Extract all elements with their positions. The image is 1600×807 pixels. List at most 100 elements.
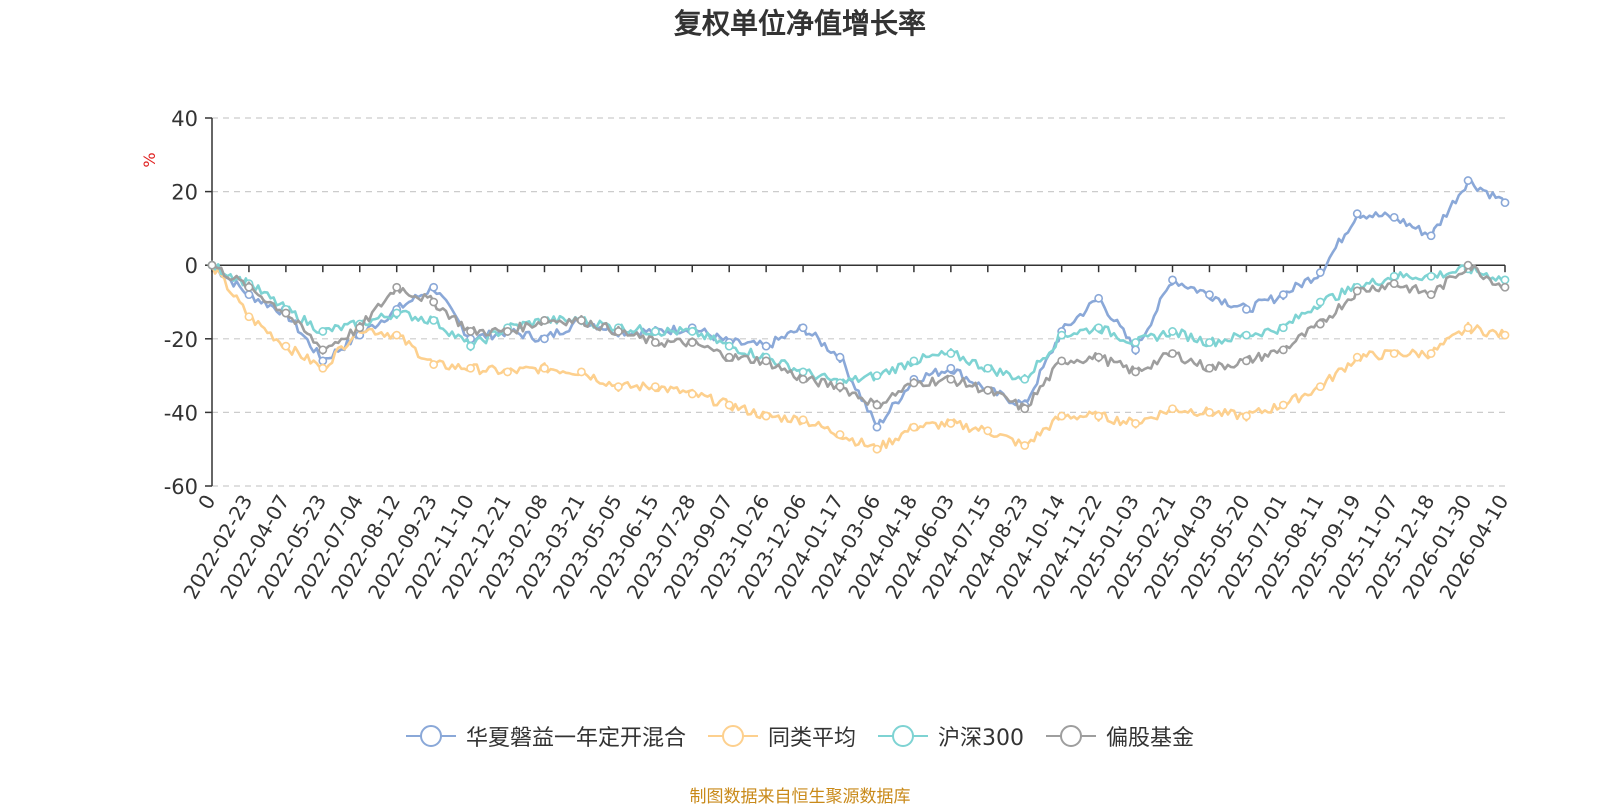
data-point — [1094, 293, 1104, 303]
data-point — [1131, 345, 1140, 355]
data-point — [392, 282, 402, 292]
series-1 — [207, 260, 1510, 454]
data-point — [1242, 330, 1251, 340]
data-point — [1389, 349, 1399, 358]
data-point — [1352, 209, 1362, 219]
data-point — [650, 338, 660, 347]
data-point — [1205, 338, 1214, 347]
chart-title: 复权单位净值增长率 — [673, 7, 926, 40]
data-point — [724, 352, 734, 362]
data-point — [798, 323, 808, 333]
data-point — [1205, 407, 1214, 417]
legend-marker-icon — [405, 725, 456, 747]
y-tick-label: -20 — [164, 328, 198, 352]
data-point — [1426, 290, 1436, 300]
data-point — [540, 315, 549, 325]
data-point — [1020, 374, 1030, 384]
y-tick-label: 20 — [171, 181, 198, 205]
legend-marker-icon — [707, 725, 758, 747]
legend-label: 沪深300 — [938, 726, 1024, 751]
data-point — [761, 356, 771, 366]
data-point — [1278, 400, 1288, 410]
data-point — [1057, 356, 1067, 366]
series-2 — [207, 260, 1510, 389]
data-point — [724, 341, 734, 351]
data-point — [466, 327, 475, 336]
data-point — [1168, 327, 1177, 336]
data-point — [355, 323, 365, 333]
data-point — [1278, 323, 1288, 333]
data-point — [872, 444, 882, 454]
data-point — [1242, 411, 1251, 421]
data-point — [1278, 290, 1288, 300]
legend-label: 华夏磐益一年定开混合 — [465, 726, 686, 751]
y-tick-label: -60 — [164, 475, 198, 499]
legend-item[interactable]: 偏股基金 — [1046, 720, 1194, 752]
data-point — [244, 290, 254, 300]
data-point — [540, 334, 549, 344]
series-lines — [207, 176, 1510, 454]
legend-marker-icon — [1046, 725, 1096, 747]
data-point — [1500, 198, 1510, 208]
data-point — [1463, 176, 1473, 185]
data-point — [983, 426, 993, 436]
data-point — [1205, 290, 1214, 300]
data-point — [946, 349, 956, 358]
data-point — [392, 330, 402, 340]
legend-item[interactable]: 华夏磐益一年定开混合 — [405, 720, 686, 752]
y-tick-label: 0 — [185, 254, 198, 278]
data-point — [1463, 260, 1473, 270]
data-point — [983, 385, 993, 395]
series-3 — [207, 260, 1510, 414]
data-point — [1315, 382, 1325, 392]
data-point — [429, 297, 439, 307]
data-point — [687, 327, 697, 336]
data-point — [650, 382, 660, 392]
data-point — [207, 260, 217, 270]
legend-item[interactable]: 沪深300 — [878, 720, 1024, 752]
data-point — [946, 419, 956, 428]
data-point — [909, 356, 919, 366]
data-point — [1168, 404, 1177, 414]
data-point — [318, 356, 328, 366]
data-point — [798, 374, 808, 384]
data-point — [983, 363, 993, 373]
data-point — [1278, 345, 1288, 355]
data-point — [1389, 212, 1399, 222]
y-tick-label: -40 — [164, 401, 198, 425]
data-point — [687, 389, 697, 399]
legend-label: 偏股基金 — [1106, 726, 1195, 751]
data-point — [429, 282, 439, 292]
data-point — [1131, 367, 1140, 377]
data-point — [1389, 279, 1399, 288]
data-point — [503, 327, 512, 336]
data-point — [761, 341, 771, 351]
data-point — [392, 308, 402, 318]
data-point — [503, 367, 512, 377]
data-point — [1315, 297, 1325, 307]
data-point — [1389, 271, 1399, 281]
data-point — [1242, 304, 1251, 314]
data-point — [1500, 330, 1510, 340]
data-point — [1020, 441, 1030, 450]
legend-item[interactable]: 同类平均 — [707, 720, 856, 752]
y-axis-unit-label: % — [140, 152, 159, 167]
data-point — [429, 360, 439, 369]
data-point — [244, 282, 254, 292]
data-point — [466, 363, 475, 373]
data-point — [577, 367, 586, 377]
data-point — [1094, 411, 1104, 421]
data-point — [1205, 363, 1214, 373]
data-point — [318, 327, 328, 336]
legend-marker-icon — [878, 725, 928, 747]
data-point — [1315, 268, 1325, 277]
data-point — [1426, 271, 1436, 281]
data-point — [1057, 330, 1067, 340]
data-point — [613, 327, 623, 336]
x-tick-label: 0 — [193, 491, 220, 514]
legend-label: 同类平均 — [767, 726, 856, 751]
data-point — [835, 352, 845, 362]
data-point — [281, 341, 291, 351]
series-line — [210, 263, 1506, 389]
